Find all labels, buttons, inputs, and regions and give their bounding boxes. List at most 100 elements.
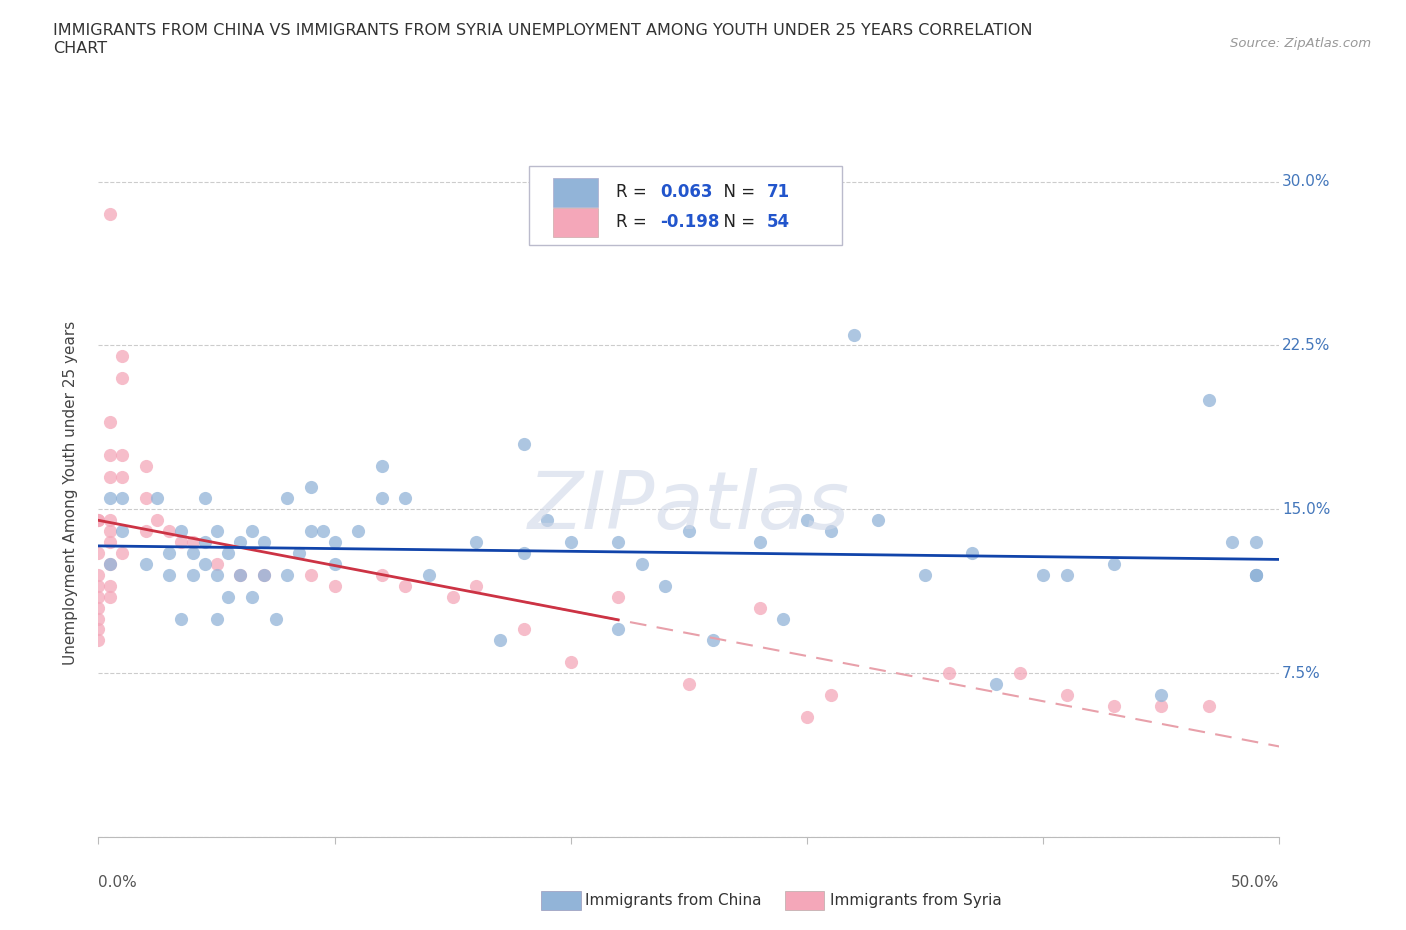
Text: Immigrants from Syria: Immigrants from Syria	[830, 893, 1001, 908]
Point	[135, 458, 157, 473]
Point	[702, 633, 724, 648]
Bar	[553, 178, 598, 206]
Text: R =: R =	[616, 183, 652, 201]
Point	[371, 567, 394, 582]
Point	[98, 415, 121, 430]
Y-axis label: Unemployment Among Youth under 25 years: Unemployment Among Youth under 25 years	[63, 321, 77, 665]
Point	[157, 524, 180, 538]
Point	[240, 590, 263, 604]
Point	[98, 512, 121, 527]
Point	[276, 491, 298, 506]
Point	[135, 524, 157, 538]
Text: N =: N =	[713, 183, 759, 201]
Point	[87, 611, 110, 626]
Point	[135, 556, 157, 571]
Text: -0.198: -0.198	[661, 214, 720, 232]
Text: 30.0%: 30.0%	[1282, 174, 1330, 189]
Point	[772, 611, 794, 626]
Point	[560, 655, 582, 670]
Text: 0.063: 0.063	[661, 183, 713, 201]
Point	[194, 491, 217, 506]
Point	[111, 524, 134, 538]
Point	[111, 447, 134, 462]
Point	[87, 578, 110, 593]
Point	[323, 556, 346, 571]
Point	[240, 524, 263, 538]
Point	[536, 512, 558, 527]
Point	[844, 327, 866, 342]
Point	[796, 710, 818, 724]
Point	[87, 512, 110, 527]
Point	[205, 567, 228, 582]
Point	[181, 535, 204, 550]
Point	[678, 524, 700, 538]
Point	[194, 535, 217, 550]
Point	[157, 567, 180, 582]
Point	[276, 567, 298, 582]
Point	[465, 578, 488, 593]
Point	[371, 491, 394, 506]
Point	[111, 349, 134, 364]
Point	[512, 546, 534, 561]
Point	[1102, 556, 1125, 571]
Point	[98, 469, 121, 484]
Point	[323, 578, 346, 593]
Point	[748, 600, 770, 615]
Point	[146, 491, 169, 506]
Text: ZIPatlas: ZIPatlas	[527, 468, 851, 546]
FancyBboxPatch shape	[530, 166, 842, 246]
Text: 7.5%: 7.5%	[1282, 666, 1320, 681]
Point	[299, 524, 322, 538]
Point	[98, 578, 121, 593]
Point	[253, 567, 276, 582]
Point	[678, 677, 700, 692]
Point	[1056, 687, 1078, 702]
Text: 54: 54	[766, 214, 790, 232]
Text: 0.0%: 0.0%	[98, 875, 138, 890]
Point	[98, 556, 121, 571]
Point	[170, 524, 193, 538]
Point	[962, 546, 984, 561]
Point	[394, 578, 416, 593]
Point	[170, 535, 193, 550]
Point	[418, 567, 440, 582]
Text: 22.5%: 22.5%	[1282, 338, 1330, 352]
Point	[394, 491, 416, 506]
Point	[170, 611, 193, 626]
Text: CHART: CHART	[53, 41, 107, 56]
Point	[98, 524, 121, 538]
Text: 71: 71	[766, 183, 790, 201]
Text: Immigrants from China: Immigrants from China	[585, 893, 762, 908]
Point	[607, 590, 630, 604]
Point	[111, 469, 134, 484]
Point	[371, 458, 394, 473]
Point	[1244, 535, 1267, 550]
Point	[654, 578, 676, 593]
Point	[229, 567, 252, 582]
Point	[1220, 535, 1243, 550]
Point	[1102, 698, 1125, 713]
Point	[347, 524, 370, 538]
Point	[98, 556, 121, 571]
Point	[229, 535, 252, 550]
Point	[87, 546, 110, 561]
Point	[796, 512, 818, 527]
Point	[866, 512, 889, 527]
Point	[111, 491, 134, 506]
Point	[111, 546, 134, 561]
Point	[87, 633, 110, 648]
Point	[1008, 666, 1031, 681]
Point	[181, 546, 204, 561]
Point	[1244, 567, 1267, 582]
Point	[217, 590, 239, 604]
Point	[135, 491, 157, 506]
Point	[87, 512, 110, 527]
Point	[98, 447, 121, 462]
Point	[253, 535, 276, 550]
Text: 50.0%: 50.0%	[1232, 875, 1279, 890]
Point	[441, 590, 464, 604]
Point	[312, 524, 335, 538]
Point	[1032, 567, 1054, 582]
Point	[630, 556, 652, 571]
Point	[146, 512, 169, 527]
